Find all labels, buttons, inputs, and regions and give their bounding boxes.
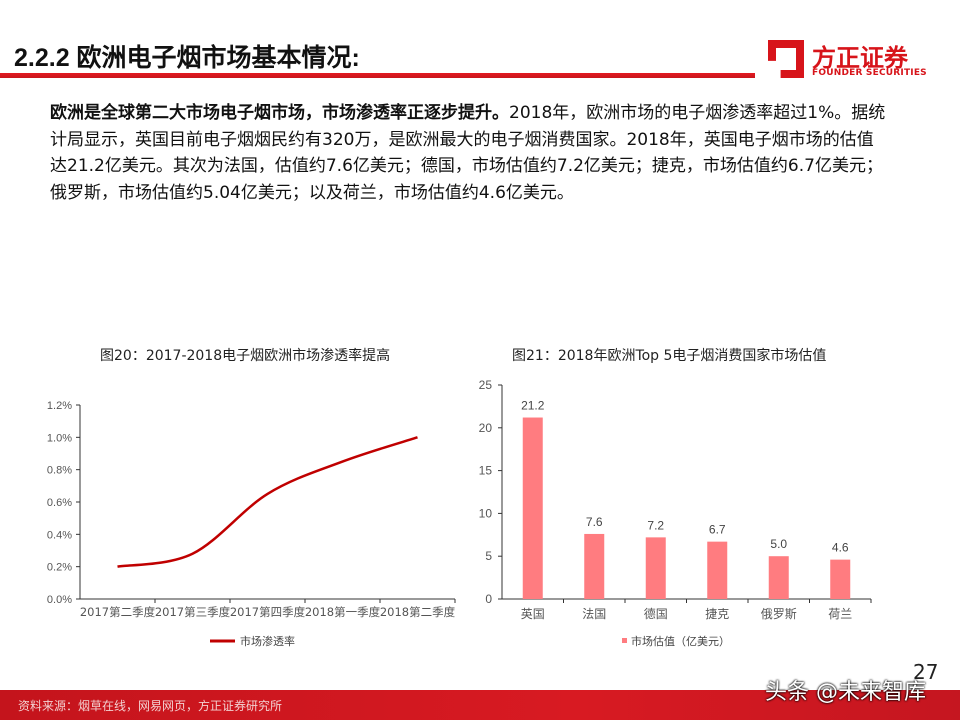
body-paragraph: 欧洲是全球第二大市场电子烟市场，市场渗透率正逐步提升。2018年，欧洲市场的电子… xyxy=(50,100,890,206)
y-tick-label: 1.2% xyxy=(47,400,72,412)
y-tick-label: 0.6% xyxy=(47,497,72,509)
y-tick-label: 0.8% xyxy=(47,465,72,477)
x-tick-label: 2017第三季度 xyxy=(155,605,231,619)
y-tick-label: 5 xyxy=(485,549,492,563)
series-line-penetration xyxy=(117,436,418,568)
logo-mark-icon xyxy=(768,40,804,78)
bar-chart-title: 图21：2018年欧洲Top 5电子烟消费国家市场估值 xyxy=(512,348,827,364)
x-tick-label: 2018第二季度 xyxy=(380,605,456,619)
bar-德国 xyxy=(645,537,666,599)
bar-俄罗斯 xyxy=(768,556,789,599)
y-tick-label: 20 xyxy=(479,421,493,435)
data-label: 5.0 xyxy=(770,537,787,551)
paragraph-lead: 欧洲是全球第二大市场电子烟市场，市场渗透率正逐步提升。 xyxy=(50,103,509,123)
x-tick-label: 2017第二季度 xyxy=(80,605,156,619)
y-tick-label: 0 xyxy=(485,592,492,606)
data-label: 7.6 xyxy=(586,515,603,529)
title-divider xyxy=(0,73,755,78)
logo-cn: 方正证券 xyxy=(812,44,908,72)
legend-label: 市场渗透率 xyxy=(240,634,295,648)
x-tick-label: 2017第四季度 xyxy=(230,605,306,619)
paragraph-body: 2018年，欧洲市场的电子烟渗透率超过1%。据统计局显示，英国目前电子烟烟民约有… xyxy=(50,103,886,203)
y-tick-label: 1.0% xyxy=(47,432,72,444)
line-chart-title: 图20：2017-2018电子烟欧洲市场渗透率提高 xyxy=(100,348,391,364)
logo-en: FOUNDER SECURITIES xyxy=(812,68,927,78)
footer-bar: 资料来源：烟草在线，网易网页，方正证券研究所 xyxy=(0,690,960,720)
watermark: 头条 @未来智库 xyxy=(765,680,926,705)
bar-法国 xyxy=(584,533,605,599)
y-tick-label: 0.4% xyxy=(47,529,72,541)
x-tick-label: 荷兰 xyxy=(828,607,852,621)
x-tick-label: 德国 xyxy=(644,606,668,621)
legend-swatch xyxy=(622,638,627,643)
source-note: 资料来源：烟草在线，网易网页，方正证券研究所 xyxy=(18,699,283,713)
bar-荷兰 xyxy=(830,559,851,599)
y-tick-label: 15 xyxy=(479,464,493,478)
y-tick-label: 0.2% xyxy=(47,562,72,574)
bar-英国 xyxy=(522,417,543,599)
founder-securities-logo: 方正证券 FOUNDER SECURITIES xyxy=(768,38,928,82)
page-number: 27 xyxy=(913,660,939,684)
data-label: 4.6 xyxy=(832,541,849,555)
x-tick-label: 俄罗斯 xyxy=(761,607,797,621)
x-tick-label: 2018第一季度 xyxy=(305,605,381,619)
y-tick-label: 10 xyxy=(479,506,493,520)
bar-捷克 xyxy=(707,541,728,599)
legend-label: 市场估值（亿美元） xyxy=(631,634,730,648)
y-tick-label: 0.0% xyxy=(47,594,72,606)
y-tick-label: 25 xyxy=(479,378,493,392)
data-label: 21.2 xyxy=(521,399,545,413)
data-label: 7.2 xyxy=(647,518,664,532)
page-title: 2.2.2 欧洲电子烟市场基本情况: xyxy=(14,44,360,72)
x-tick-label: 英国 xyxy=(521,607,545,621)
x-tick-label: 法国 xyxy=(582,607,606,621)
x-tick-label: 捷克 xyxy=(705,607,729,621)
data-label: 6.7 xyxy=(709,523,726,537)
